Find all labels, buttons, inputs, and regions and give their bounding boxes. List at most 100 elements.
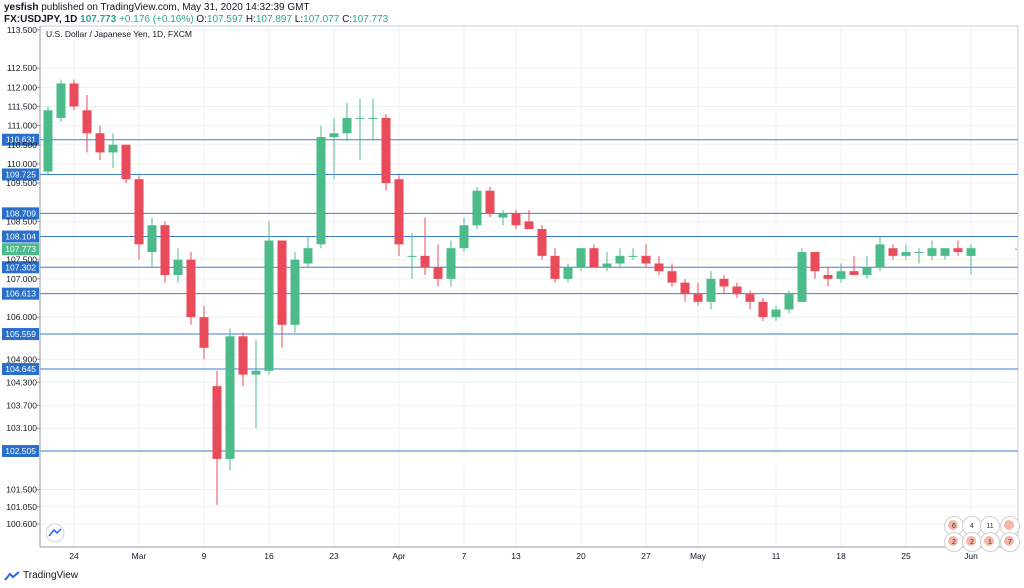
candle	[108, 133, 118, 168]
publisher-name[interactable]: yesfish	[4, 2, 39, 13]
x-tick-label: 18	[836, 551, 846, 561]
candle-body	[264, 240, 274, 371]
candle	[56, 79, 66, 122]
y-tick-label: 108.500	[6, 216, 37, 226]
symbol-line: FX:USDJPY, 1D 107.773 +0.176 (+0.16%) O:…	[4, 14, 388, 25]
watermark-circle	[45, 523, 65, 543]
y-tick-label: 112.500	[7, 63, 37, 73]
candle-body	[56, 83, 66, 118]
candle-body	[407, 255, 417, 257]
candle	[69, 79, 79, 111]
candle	[225, 328, 235, 471]
candle-body	[173, 259, 183, 276]
level-label-box	[2, 168, 39, 181]
publish-line: yesfish published on TradingView.com, Ma…	[4, 2, 310, 13]
candle-body	[212, 386, 222, 459]
candle-body	[485, 190, 495, 214]
candle-body	[914, 252, 924, 254]
event-flag-3[interactable]: 2	[944, 532, 964, 552]
candle-body	[758, 301, 768, 318]
candle-body	[888, 248, 898, 256]
candle-body	[355, 117, 365, 119]
candle	[381, 114, 391, 191]
y-tick-label: 109.500	[6, 178, 37, 188]
x-tick-label: 11	[772, 551, 781, 561]
candle-body	[680, 282, 690, 295]
candle	[914, 248, 924, 264]
candle-body	[797, 252, 807, 302]
candle	[654, 255, 664, 276]
candle-body	[199, 317, 209, 348]
plot-area	[39, 25, 1019, 548]
candle	[888, 244, 898, 260]
candle	[667, 263, 677, 287]
candle	[771, 305, 781, 321]
candle-body	[810, 252, 820, 272]
candle-body	[823, 275, 833, 279]
x-tick-label: May	[690, 551, 707, 561]
candle	[43, 106, 53, 176]
y-tick-label: 111.000	[8, 121, 38, 131]
level-label-box	[2, 133, 39, 146]
watermark-mark	[48, 528, 62, 537]
high-value: 107.897	[255, 14, 293, 25]
candle-body	[498, 213, 508, 218]
candle-body	[771, 309, 781, 318]
level-label-box	[2, 287, 39, 300]
candle	[251, 340, 261, 429]
y-tick-label: 100.600	[6, 519, 37, 529]
candle	[394, 175, 404, 256]
candle	[134, 175, 144, 260]
close-value: 107.773	[352, 14, 389, 25]
event-flag-7[interactable]: 1	[980, 532, 1000, 552]
candle	[784, 290, 794, 314]
chart-grid	[39, 25, 1019, 548]
candle-body	[472, 190, 482, 226]
candle-body	[745, 294, 755, 302]
level-label: 108.104	[5, 232, 36, 242]
event-flag-4[interactable]: 2	[962, 532, 982, 552]
candle-body	[316, 137, 326, 245]
event-flag-5[interactable]: 11	[980, 516, 1000, 536]
candle-body	[95, 133, 105, 153]
candle-body	[693, 294, 703, 302]
candle-body	[238, 336, 248, 375]
candle-body	[121, 144, 131, 180]
x-tick-label: 23	[329, 551, 339, 561]
candle	[875, 236, 885, 272]
candle	[537, 225, 547, 260]
low-label: L:	[294, 14, 304, 25]
candle	[550, 248, 560, 283]
x-tick-label: 16	[264, 551, 274, 561]
level-label-box	[2, 328, 39, 341]
candle	[433, 244, 443, 287]
candle-body	[420, 255, 430, 268]
tradingview-logo[interactable]: TradingView	[4, 570, 78, 581]
symbol-name: FX:USDJPY, 1D	[4, 14, 78, 25]
level-label: 108.709	[5, 208, 36, 218]
candle	[901, 244, 911, 260]
candle-body	[784, 294, 794, 310]
candle	[680, 278, 690, 302]
candle	[953, 240, 963, 256]
candle-body	[290, 259, 300, 325]
candle	[277, 240, 287, 348]
event-flag-8[interactable]: 7	[1000, 532, 1020, 552]
candle-body	[446, 248, 456, 279]
candle	[147, 217, 157, 268]
y-tick-label: 104.300	[6, 377, 37, 387]
candle	[82, 94, 92, 153]
candle-body	[511, 213, 521, 226]
candle	[966, 244, 976, 276]
candle	[199, 305, 209, 360]
candle	[849, 255, 859, 276]
level-label: 104.645	[5, 364, 36, 374]
chart-title: U.S. Dollar / Japanese Yen, 1D, FXCM	[46, 29, 192, 39]
candle-body	[654, 263, 664, 272]
time-axis: 24 Mar 9 16 23 Apr 7 13 20 27 May 11 18 25 Jun	[40, 546, 1018, 561]
candle-body	[303, 248, 313, 264]
tv-watermark-icon	[45, 523, 65, 543]
event-count: 6	[952, 522, 956, 530]
candle	[797, 248, 807, 302]
